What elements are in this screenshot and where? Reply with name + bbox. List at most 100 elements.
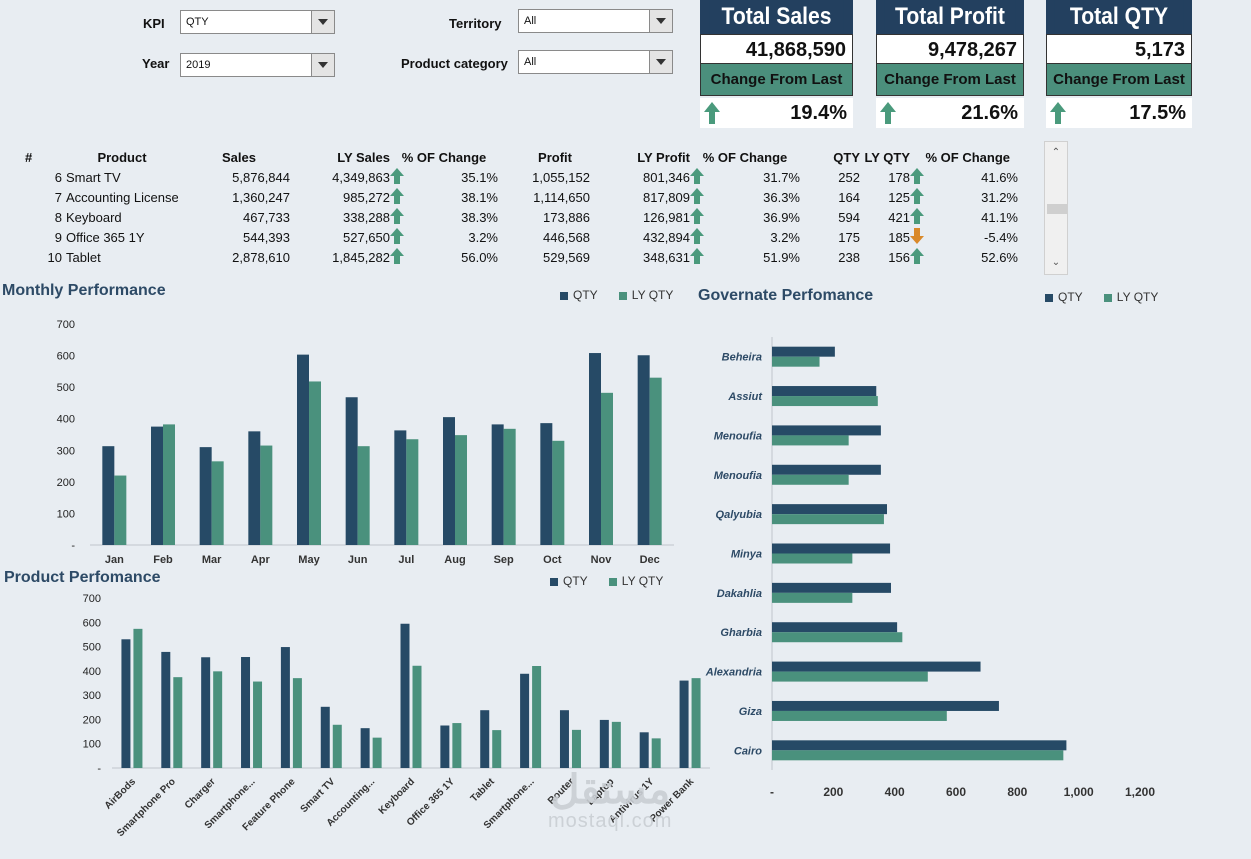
y-tick-label: Minya (731, 549, 762, 561)
bar-qty (151, 426, 163, 545)
ly-profit-value: 817,809 (643, 189, 690, 205)
x-tick-label: Aug (444, 554, 465, 566)
bar-qty (491, 424, 504, 545)
bar-qty (320, 706, 330, 768)
bar-qty (201, 657, 211, 768)
chevron-down-icon[interactable]: ⌄ (1051, 257, 1061, 268)
legend-ly-qty: LY QTY (1103, 290, 1159, 304)
territory-dropdown[interactable]: All (518, 9, 673, 33)
ly-sales-value: 338,288 (343, 209, 390, 225)
bar-qty (297, 354, 309, 545)
card-title: Total Profit (884, 0, 1016, 34)
ly-sales-value: 985,272 (343, 189, 390, 205)
chevron-down-icon[interactable] (311, 54, 334, 76)
arrow-up-icon (690, 167, 704, 184)
bar-ly-qty (357, 446, 370, 545)
bar-qty (589, 353, 601, 545)
qty-value: 594 (838, 209, 860, 225)
category-dropdown[interactable]: All (518, 50, 673, 74)
bar-ly-qty (691, 678, 701, 768)
table-row: 8 Keyboard 467,733 338,288 38.3% 173,886 126,9… (18, 207, 1018, 227)
bar-ly-qty (552, 440, 565, 545)
bar-qty (199, 447, 212, 545)
legend-swatch-ly-qty (1103, 293, 1112, 302)
kpi-value: QTY (186, 16, 209, 28)
sales-change-value: 35.1% (461, 169, 498, 185)
product-name: Keyboard (66, 209, 122, 225)
col-header-qty: QTY (833, 149, 860, 165)
bar-qty (360, 728, 370, 768)
y-tick-label: - (97, 763, 101, 775)
bar-qty (772, 740, 1067, 751)
y-tick-label: Beheira (722, 352, 762, 364)
y-tick-label: 100 (57, 508, 75, 520)
table-row: 9 Office 365 1Y 544,393 527,650 3.2% 446,568 4… (18, 227, 1018, 247)
legend-swatch-qty (560, 291, 568, 300)
legend-ly-qty: LY QTY (608, 574, 664, 588)
y-tick-label: Gharbia (720, 627, 762, 639)
ly-profit-value: 126,981 (643, 209, 690, 225)
col-header-ly-profit: LY Profit (637, 149, 690, 165)
bar-qty (440, 725, 450, 768)
qty-value: 238 (838, 249, 860, 265)
x-tick-label: Feb (153, 554, 173, 566)
legend-label-qty: QTY (1058, 290, 1083, 304)
monthly-legend: QTY LY QTY (560, 288, 673, 302)
profit-value: 1,055,152 (532, 169, 590, 185)
y-tick-label: 600 (57, 351, 75, 363)
profit-value: 1,114,650 (533, 189, 590, 205)
col-header-ly-qty: LY QTY (864, 149, 910, 165)
sales-value: 2,878,610 (232, 249, 290, 265)
row-index: 9 (54, 229, 62, 245)
card-change: 17.5% (1129, 102, 1186, 124)
territory-value: All (524, 15, 537, 27)
monthly-chart: - 100 200 300 400 500 600 700 Jan Feb Mar Apr May Jun… (57, 319, 674, 566)
x-tick-label: 1,000 (1064, 785, 1094, 799)
bar-qty (559, 710, 569, 768)
scrollbar-thumb[interactable] (1047, 204, 1067, 214)
arrow-up-icon (690, 247, 704, 264)
arrow-up-icon (910, 187, 924, 204)
legend-label-ly-qty: LY QTY (1116, 290, 1159, 304)
profit-change-value: 3.2% (770, 229, 800, 245)
profit-change-value: 31.7% (763, 169, 800, 185)
bar-ly-qty (772, 750, 1064, 761)
legend-qty: QTY (550, 574, 587, 588)
x-tick-label: Mar (202, 554, 222, 566)
qty-change-value: 41.1% (981, 209, 1018, 225)
chevron-down-icon[interactable] (311, 11, 334, 33)
bar-ly-qty (173, 677, 183, 768)
col-header-profit: Profit (538, 149, 572, 165)
qty-change-value: 52.6% (981, 249, 1018, 265)
row-index: 10 (47, 249, 62, 265)
kpi-dropdown[interactable]: QTY (180, 10, 335, 34)
year-dropdown[interactable]: 2019 (180, 53, 335, 77)
bar-ly-qty (452, 723, 462, 768)
bar-ly-qty (503, 428, 516, 545)
row-index: 8 (54, 209, 62, 225)
arrow-up-icon (390, 167, 404, 184)
y-tick-label: 200 (83, 714, 101, 726)
table-scrollbar[interactable]: ⌃ ⌄ (1044, 141, 1068, 275)
ly-qty-value: 178 (888, 169, 910, 185)
chevron-up-icon[interactable]: ⌃ (1051, 147, 1061, 158)
ly-qty-value: 156 (888, 249, 910, 265)
y-tick-label: 500 (83, 642, 101, 654)
legend-label-ly-qty: LY QTY (621, 574, 664, 588)
chevron-down-icon[interactable] (649, 10, 672, 32)
x-tick-label: Smart TV (299, 776, 338, 815)
arrow-up-icon (690, 207, 704, 224)
y-tick-label: 100 (83, 739, 101, 751)
profit-change-value: 51.9% (763, 249, 800, 265)
x-tick-label: May (298, 554, 320, 566)
product-table: # Product Sales LY Sales % OF Change Pro… (18, 147, 1018, 267)
ly-sales-value: 1,845,282 (332, 249, 390, 265)
x-tick-label: 800 (1007, 785, 1027, 799)
chevron-down-icon[interactable] (649, 51, 672, 73)
bar-ly-qty (260, 445, 273, 545)
bar-ly-qty (309, 381, 321, 545)
governate-chart: Beheira Assiut Menoufia Menoufia Qalyubia Min… (705, 337, 1155, 799)
bar-ly-qty (412, 665, 422, 768)
bar-ly-qty (292, 678, 302, 768)
profit-value: 446,568 (543, 229, 590, 245)
